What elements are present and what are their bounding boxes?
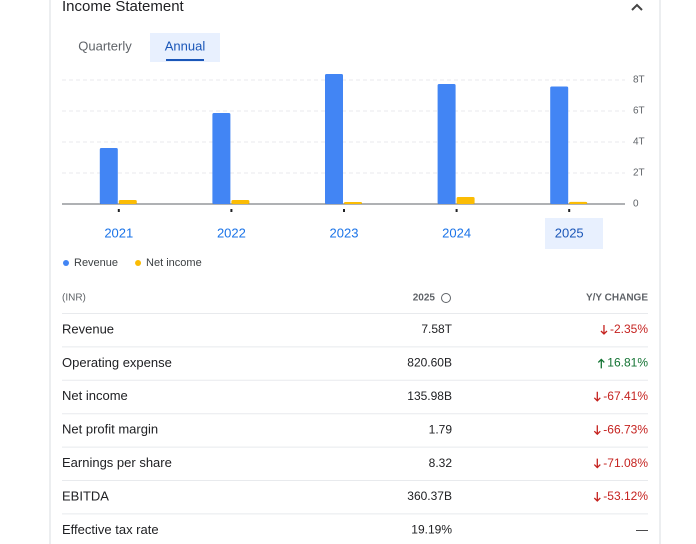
trend-arrow	[593, 458, 601, 469]
bar	[231, 199, 250, 204]
chart: 0 2T 4T 6T 8T 2021 2022 2023 2024 2025	[62, 73, 645, 240]
row-label: Earnings per share	[62, 455, 172, 470]
row-value: 1.79	[429, 422, 453, 436]
change-value: -71.08%	[603, 456, 648, 470]
row-value: 135.98B	[407, 389, 452, 403]
row-label: Operating expense	[62, 355, 172, 370]
legend-dot	[135, 260, 142, 266]
bar	[99, 148, 118, 204]
tab-annual[interactable]: Annual	[165, 38, 206, 53]
row-label: Revenue	[62, 321, 114, 336]
y-tick-label: 8T	[633, 75, 645, 86]
y-tick-label: 0	[633, 199, 639, 210]
bar	[325, 73, 343, 204]
trend-arrow	[600, 325, 608, 335]
y-tick-label: 2T	[633, 168, 645, 179]
collapse-icon[interactable]	[631, 3, 643, 11]
col-header: Y/Y CHANGE	[586, 293, 648, 304]
x-tick-label: 2022	[217, 225, 246, 240]
row-value: 360.37B	[407, 489, 452, 503]
bar	[550, 86, 569, 204]
trend-arrow	[593, 492, 601, 502]
legend-label: Net income	[146, 257, 202, 269]
trend-arrow	[593, 391, 601, 402]
change-value: —	[636, 523, 648, 537]
x-tick-label: 2025	[555, 225, 584, 240]
col-header: 2025	[413, 293, 436, 304]
row-value: 19.19%	[411, 523, 452, 537]
row-label: Net profit margin	[62, 422, 158, 437]
trend-arrow	[597, 358, 605, 369]
row-label: Net income	[62, 388, 128, 403]
change-value: -66.73%	[603, 422, 648, 436]
selected-year-bg	[545, 218, 603, 249]
bar	[437, 84, 456, 204]
col-header: (INR)	[62, 293, 86, 304]
row-label: Effective tax rate	[62, 522, 159, 537]
row-value: 7.58T	[421, 322, 452, 336]
tab-quarterly[interactable]: Quarterly	[78, 38, 132, 53]
row-value: 8.32	[429, 456, 453, 470]
table: (INR) 2025 Y/Y CHANGE Revenue 7.58T -2.35% Ope…	[62, 293, 648, 537]
bar	[456, 197, 475, 204]
change-value: 16.81%	[607, 356, 648, 370]
change-value: -2.35%	[610, 322, 648, 336]
change-value: -53.12%	[603, 489, 648, 503]
bar	[344, 201, 362, 204]
legend: Revenue Net income	[63, 257, 202, 269]
y-tick-label: 6T	[633, 106, 645, 117]
title: Income Statement	[62, 0, 185, 15]
legend-dot	[63, 260, 69, 266]
tab-underline	[166, 59, 204, 61]
y-tick-label: 4T	[633, 137, 645, 148]
trend-arrow	[593, 425, 601, 436]
tab-active-bg	[150, 33, 220, 62]
bar	[569, 201, 588, 204]
x-tick-label: 2021	[104, 225, 133, 240]
row-label: EBITDA	[62, 488, 109, 503]
info-icon	[441, 293, 451, 303]
legend-label: Revenue	[74, 257, 118, 269]
change-value: -67.41%	[603, 389, 648, 403]
x-tick-label: 2023	[330, 225, 359, 240]
bar	[118, 199, 137, 204]
x-tick-label: 2024	[442, 225, 471, 240]
bar	[212, 113, 231, 204]
row-value: 820.60B	[407, 356, 452, 370]
